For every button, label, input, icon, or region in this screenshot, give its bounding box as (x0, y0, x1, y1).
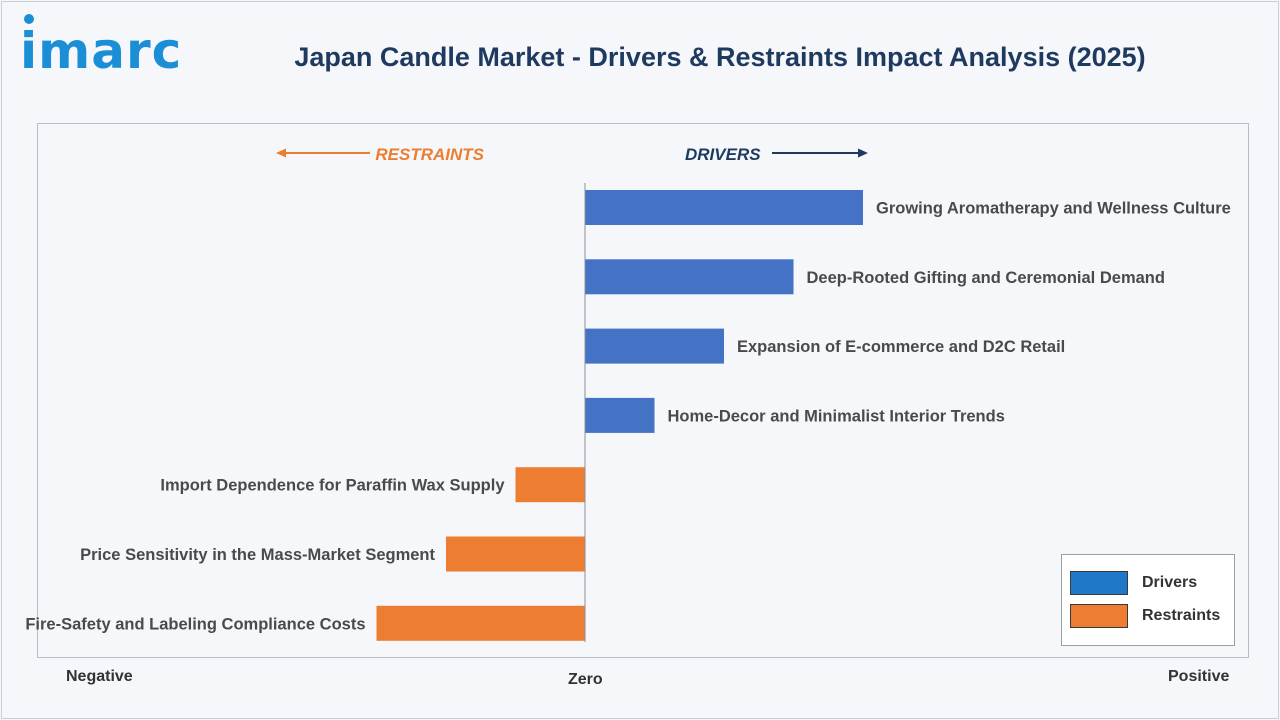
legend-swatch-restraints (1070, 604, 1128, 628)
axis-label-negative: Negative (66, 668, 133, 685)
legend-item-restraints: Restraints (1070, 604, 1220, 628)
legend-swatch-drivers (1070, 571, 1128, 595)
bar-label-3: Expansion of E-commerce and D2C Retail (737, 338, 1065, 356)
bar-label-6: Price Sensitivity in the Mass-Market Seg… (80, 546, 435, 564)
drivers-direction-label: DRIVERS (685, 145, 761, 164)
chart-legend: Drivers Restraints (1061, 554, 1235, 646)
restraint-bar-7 (376, 605, 585, 641)
axis-label-zero: Zero (568, 671, 603, 688)
imarc-logo: imarc (20, 22, 183, 80)
restraint-bar-6 (446, 536, 585, 572)
logo-dot (24, 14, 34, 24)
bar-label-5: Import Dependence for Paraffin Wax Suppl… (160, 477, 505, 495)
legend-item-drivers: Drivers (1070, 571, 1197, 595)
restraints-arrow (276, 148, 370, 158)
driver-bar-2 (585, 259, 794, 295)
driver-bar-1 (585, 190, 863, 225)
page-title: Japan Candle Market - Drivers & Restrain… (294, 42, 1146, 72)
driver-bar-4 (585, 397, 655, 433)
legend-label-drivers: Drivers (1142, 574, 1198, 591)
axis-label-positive: Positive (1168, 668, 1230, 685)
drivers-arrow (772, 148, 868, 158)
driver-bar-3 (585, 328, 724, 364)
legend-label-restraints: Restraints (1142, 607, 1221, 624)
bar-label-2: Deep-Rooted Gifting and Ceremonial Deman… (807, 269, 1165, 287)
bar-label-4: Home-Decor and Minimalist Interior Trend… (668, 407, 1005, 425)
bar-label-1: Growing Aromatherapy and Wellness Cultur… (876, 200, 1231, 218)
restraint-bar-5 (515, 467, 585, 503)
bars-group: Growing Aromatherapy and Wellness Cultur… (25, 190, 1231, 641)
bar-label-7: Fire-Safety and Labeling Compliance Cost… (25, 615, 365, 633)
restraints-direction-label: RESTRAINTS (375, 145, 484, 164)
